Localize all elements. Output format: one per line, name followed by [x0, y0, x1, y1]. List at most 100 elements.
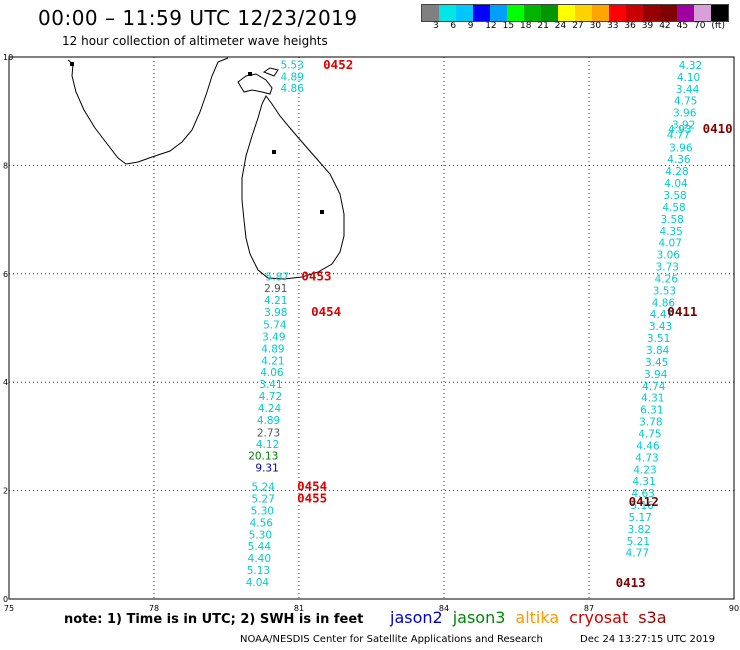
track-0455: 0455 [297, 491, 327, 506]
x-tick-label: 81 [294, 604, 304, 613]
wave-height-value: 5.30 [249, 529, 272, 541]
legend-label: 30 [589, 21, 602, 31]
jaffna-peninsula [237, 73, 273, 95]
wave-height-value: 4.89 [261, 343, 284, 355]
wave-height-value: 4.40 [248, 553, 271, 565]
legend-swatch [575, 5, 592, 21]
mission-jason3: jason3 [452, 608, 506, 627]
wave-height-value: 4.56 [250, 517, 274, 529]
wave-height-value: 3.78 [639, 417, 662, 429]
legend-label: 39 [641, 21, 654, 31]
y-tick-label: 6 [3, 270, 8, 279]
wave-height-value: 4.21 [264, 295, 287, 307]
wave-height-value: 3.53 [653, 285, 676, 297]
pass-time-label: 0453 [301, 268, 331, 283]
footer-timestamp: Dec 24 13:27:15 UTC 2019 [580, 634, 715, 645]
wave-height-value: 3.96 [673, 108, 697, 120]
wave-height-value: 20.13 [248, 451, 278, 463]
wave-height-value: 5.74 [263, 320, 287, 332]
y-tick-label: 4 [3, 378, 8, 387]
legend-swatch [711, 5, 728, 21]
wave-height-value: 4.77 [626, 548, 649, 560]
legend-swatch [694, 5, 711, 21]
wave-height-value: 5.30 [251, 505, 274, 517]
pass-time-label: 0413 [616, 575, 646, 590]
wave-height-value: 4.47 [650, 309, 673, 321]
wave-height-value: 5.17 [629, 512, 652, 524]
wave-height-value: 3.43 [649, 321, 672, 333]
wave-height-value: 3.44 [676, 84, 700, 96]
wave-height-value: 5.21 [627, 536, 650, 548]
wave-height-value: 4.31 [632, 476, 655, 488]
wave-height-value: 3.84 [646, 345, 670, 357]
wave-height-value: 5.87 [266, 271, 289, 283]
india-coastline [67, 57, 229, 165]
wave-height-value: 4.63 [631, 488, 654, 500]
wave-height-value: 4.75 [638, 428, 661, 440]
legend-label: 27 [572, 21, 584, 31]
wave-height-value: 4.75 [674, 96, 697, 108]
wave-height-value: 4.93 [668, 124, 691, 136]
legend-swatch [439, 5, 456, 21]
map-grid [8, 56, 735, 600]
wave-height-value: 4.04 [664, 178, 688, 190]
footnote: note: 1) Time is in UTC; 2) SWH is in fe… [64, 612, 364, 627]
track-0454: 0454 [311, 304, 341, 319]
legend-swatch [677, 5, 694, 21]
legend-swatch [592, 5, 609, 21]
mission-jason2: jason2 [390, 608, 443, 627]
y-tick-label: 2 [3, 487, 8, 496]
legend-swatch [541, 5, 558, 21]
wave-height-value: 3.82 [628, 524, 651, 536]
wave-height-value: 9.31 [255, 463, 278, 475]
map-title: 00:00 – 11:59 UTC 12/23/2019 [38, 6, 358, 30]
map-frame [8, 56, 735, 600]
wave-height-value: 4.06 [260, 367, 284, 379]
mission-cryosat: cryosat [569, 608, 629, 627]
wave-height-value: 3.51 [647, 333, 670, 345]
wave-height-value: 4.86 [652, 297, 676, 309]
wave-height-value: 5.44 [248, 541, 272, 553]
wave-height-value: 4.58 [662, 202, 685, 214]
wave-height-value: 4.31 [641, 393, 664, 405]
wave-height-value: 3.58 [663, 190, 686, 202]
wave-height-value: 5.27 [252, 494, 275, 506]
wave-height-value: 4.32 [679, 60, 702, 72]
wave-height-value: 3.94 [644, 369, 668, 381]
track-0412: 4.234.314.635.165.173.825.214.77 0412 [626, 464, 659, 559]
pass-time-label: 0411 [667, 304, 697, 319]
pass-time-label: 0412 [629, 494, 659, 509]
wave-height-value: 4.07 [659, 238, 682, 250]
wave-height-value: 3.49 [262, 331, 285, 343]
footer-credit: NOAA/NESDIS Center for Satellite Applica… [240, 634, 543, 645]
wave-height-value: 3.41 [259, 379, 282, 391]
wave-height-value: 3.06 [657, 250, 681, 262]
wave-height-value: 4.36 [667, 154, 691, 166]
mission-s3a: s3a [638, 608, 667, 627]
legend-label: 24 [554, 21, 567, 31]
wave-height-value: 3.96 [669, 142, 693, 154]
wave-height-value: 4.26 [655, 273, 679, 285]
wave-height-value: 4.35 [659, 226, 682, 238]
y-tick-label: 8 [3, 161, 8, 170]
coast-dot-2 [272, 150, 276, 154]
wave-height-value: 5.13 [247, 565, 270, 577]
wave-height-value: 4.89 [257, 415, 280, 427]
pass-time-label: 0410 [703, 121, 733, 136]
pass-time-label: 0454 [311, 304, 341, 319]
track-0410: 4.324.103.444.753.963.924.934.773.964.36… [653, 60, 733, 297]
legend-swatch [626, 5, 643, 21]
track-0453: 5.872.914.213.985.743.494.894.214.063.41… [248, 268, 331, 474]
legend-label: 21 [537, 21, 549, 31]
legend-label: 3 [433, 21, 439, 31]
legend-swatch [609, 5, 626, 21]
y-tick-label: 0 [3, 595, 8, 604]
wave-height-value: 6.31 [640, 405, 663, 417]
wave-height-value: 4.04 [246, 577, 270, 589]
y-tick-label: 10 [3, 53, 13, 62]
coast-dot-1 [248, 72, 252, 76]
coastline [67, 57, 345, 280]
pass-time-label: 0455 [297, 491, 327, 506]
legend-label: 33 [607, 21, 619, 31]
